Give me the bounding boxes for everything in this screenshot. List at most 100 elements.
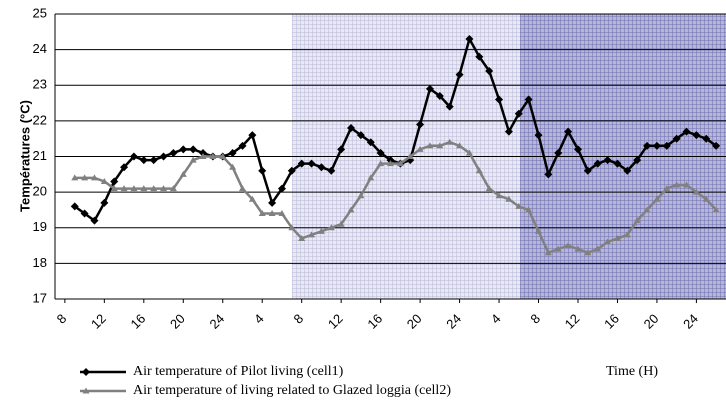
- marker: [317, 163, 326, 172]
- marker: [150, 185, 158, 192]
- marker: [268, 198, 277, 207]
- marker: [120, 185, 128, 192]
- marker: [387, 160, 394, 167]
- marker: [653, 195, 661, 202]
- y-axis-title: Températures (°C): [17, 100, 32, 212]
- marker: [356, 131, 365, 140]
- marker: [229, 163, 237, 170]
- marker: [179, 170, 187, 177]
- marker: [554, 148, 563, 157]
- marker: [554, 245, 562, 252]
- marker: [268, 210, 276, 216]
- marker: [140, 185, 148, 192]
- marker: [199, 148, 208, 157]
- marker: [435, 91, 444, 100]
- marker: [209, 153, 217, 159]
- marker: [603, 156, 612, 165]
- marker: [357, 192, 365, 199]
- x-tick-label: 4: [488, 311, 504, 327]
- y-tick-label: 20: [33, 184, 47, 199]
- marker: [248, 131, 257, 140]
- marker: [100, 177, 108, 184]
- marker: [416, 120, 425, 129]
- marker: [692, 188, 700, 195]
- marker: [90, 216, 99, 225]
- x-tick-label: 4: [251, 311, 267, 327]
- marker: [623, 166, 632, 175]
- marker: [199, 153, 207, 159]
- marker: [307, 159, 316, 168]
- marker: [613, 234, 621, 241]
- marker: [564, 127, 573, 136]
- marker: [712, 206, 720, 213]
- x-tick-label: 8: [527, 311, 543, 327]
- marker: [475, 52, 484, 61]
- marker: [376, 148, 385, 157]
- marker: [643, 141, 652, 150]
- marker: [436, 142, 444, 149]
- y-tick-label: 24: [33, 41, 47, 56]
- x-axis-title: Time (H): [606, 364, 658, 379]
- x-tick-label: 8: [291, 311, 307, 327]
- marker: [287, 166, 296, 175]
- x-tick-label: 24: [680, 311, 701, 332]
- y-tick-label: 25: [33, 5, 47, 20]
- marker: [702, 134, 711, 143]
- marker: [160, 185, 168, 192]
- marker: [426, 142, 434, 149]
- marker: [416, 145, 424, 152]
- marker: [366, 138, 375, 147]
- marker: [317, 227, 325, 234]
- x-tick-label: 16: [601, 311, 622, 332]
- marker: [169, 148, 178, 157]
- marker: [219, 153, 227, 159]
- marker: [702, 195, 710, 202]
- marker: [613, 159, 622, 168]
- marker: [524, 95, 533, 104]
- marker: [544, 249, 552, 256]
- marker: [564, 242, 572, 249]
- x-tick-label: 24: [443, 311, 464, 332]
- legend: Air temperature of Pilot living (cell1) A…: [80, 364, 451, 398]
- marker: [574, 245, 582, 252]
- marker: [465, 34, 474, 43]
- marker: [159, 152, 168, 161]
- marker: [683, 181, 691, 188]
- marker: [110, 177, 119, 186]
- marker: [456, 142, 464, 149]
- marker: [455, 70, 464, 79]
- marker: [682, 127, 691, 136]
- marker: [584, 249, 592, 256]
- marker: [288, 224, 296, 231]
- marker: [189, 156, 197, 163]
- marker: [573, 145, 582, 154]
- marker: [347, 124, 356, 132]
- marker: [149, 156, 158, 165]
- marker: [594, 245, 602, 252]
- y-tick-label: 22: [33, 112, 47, 127]
- legend-label: Air temperature of Pilot living (cell1): [133, 364, 344, 379]
- marker: [534, 131, 543, 140]
- marker: [445, 102, 454, 111]
- marker: [70, 202, 79, 211]
- marker: [495, 95, 504, 104]
- marker: [129, 152, 138, 161]
- marker: [179, 145, 188, 154]
- y-tick-label: 17: [33, 290, 47, 305]
- marker: [604, 238, 612, 245]
- x-tick-label: 12: [88, 311, 109, 332]
- marker: [712, 141, 721, 150]
- marker: [673, 181, 681, 188]
- marker: [80, 209, 89, 218]
- marker: [297, 159, 306, 168]
- marker: [583, 166, 592, 175]
- x-tick-label: 20: [404, 311, 425, 332]
- marker: [139, 156, 148, 165]
- marker: [692, 131, 701, 140]
- marker: [386, 156, 395, 165]
- marker: [308, 231, 316, 238]
- marker: [169, 185, 177, 192]
- marker: [100, 198, 109, 207]
- y-tick-label: 19: [33, 219, 47, 234]
